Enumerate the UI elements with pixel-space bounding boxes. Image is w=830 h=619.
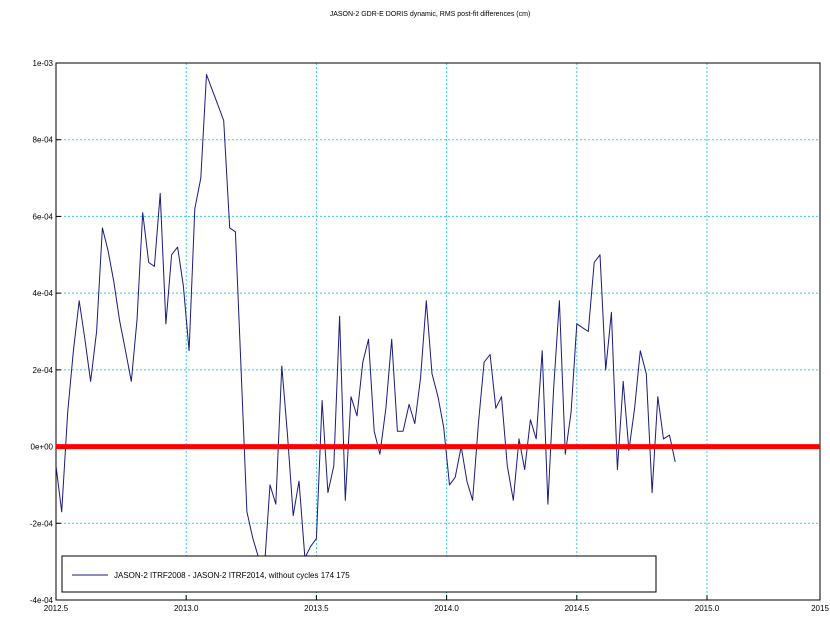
- x-tick-label: 2013.5: [304, 604, 329, 613]
- y-tick-label: 2e-04: [33, 366, 54, 375]
- legend: JASON-2 ITRF2008 - JASON-2 ITRF2014, wit…: [61, 555, 657, 593]
- x-tick-label: 2015: [811, 604, 829, 613]
- series-line: [55, 74, 676, 570]
- axis-ticks: 2012.5 2013.0 2013.5 2014.0 2014.5 2015.0 2015…: [30, 59, 830, 613]
- x-tick-label: 2012.5: [44, 604, 69, 613]
- y-tick-label: 8e-04: [33, 136, 54, 145]
- legend-label: JASON-2 ITRF2008 - JASON-2 ITRF2014, wit…: [114, 571, 350, 580]
- y-tick-label: 1e-03: [33, 59, 54, 68]
- x-tick-label: 2015.0: [695, 604, 720, 613]
- x-tick-label: 2014.5: [565, 604, 590, 613]
- y-tick-label: 0e+00: [31, 443, 54, 452]
- series-group: [55, 74, 676, 570]
- y-tick-label: -4e-04: [30, 596, 54, 605]
- x-tick-label: 2013.0: [174, 604, 199, 613]
- x-tick-label: 2014.0: [434, 604, 459, 613]
- y-tick-label: 6e-04: [33, 212, 54, 221]
- y-tick-label: -2e-04: [30, 519, 54, 528]
- chart-title: JASON-2 GDR-E DORIS dynamic, RMS post-fi…: [330, 11, 531, 18]
- legend-box: [61, 555, 657, 593]
- y-tick-label: 4e-04: [33, 289, 54, 298]
- plot-frame: [55, 62, 821, 601]
- grid-lines: [56, 63, 820, 600]
